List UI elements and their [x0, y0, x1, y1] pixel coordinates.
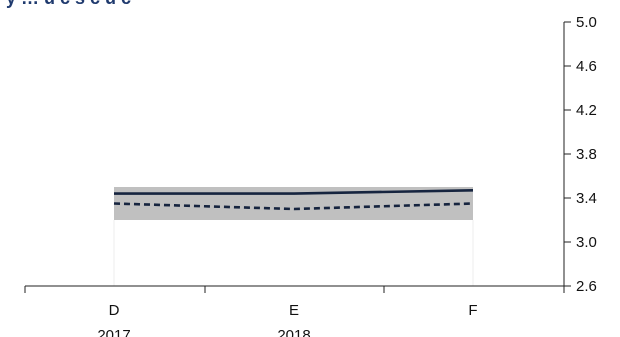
x-tick-label: F — [468, 302, 477, 319]
series-lines — [113, 189, 474, 211]
x-tick-label: E — [289, 302, 299, 319]
y-tick-label: 3.4 — [576, 190, 597, 207]
series-line-1 — [114, 189, 474, 195]
band-area — [114, 187, 473, 220]
range-band — [113, 187, 474, 286]
axes — [24, 21, 571, 293]
x-tick-year-label: 2017 — [97, 327, 130, 337]
y-tick-label: 2.6 — [576, 278, 597, 295]
series-line-2 — [113, 202, 474, 211]
y-tick-label: 4.2 — [576, 102, 597, 119]
y-tick-label: 5.0 — [576, 14, 597, 31]
chart-title: y … u c s c u c — [6, 0, 131, 8]
tick-labels: 5.0 4.6 4.2 3.8 3.4 3.0 2.6 D 2017 E 2018 F — [97, 14, 597, 337]
chart-title-text: y … u c s c u c — [6, 0, 131, 8]
x-tick-label: D — [109, 302, 120, 319]
y-tick-label: 3.0 — [576, 234, 597, 251]
x-tick-year-label: 2018 — [277, 327, 310, 337]
y-tick-label: 3.8 — [576, 146, 597, 163]
y-tick-label: 4.6 — [576, 58, 597, 75]
